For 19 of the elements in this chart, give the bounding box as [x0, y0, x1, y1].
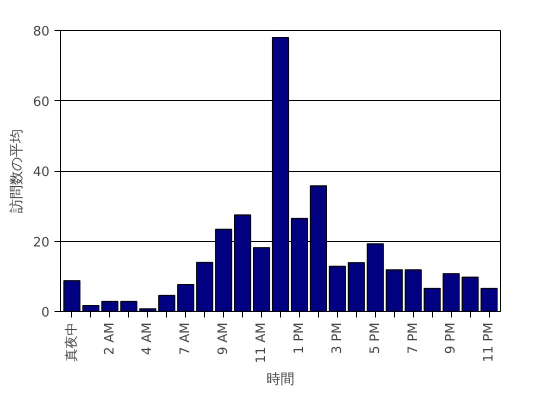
- x-tick-label: 9 PM: [444, 322, 459, 354]
- x-tick-label: 11 AM: [254, 322, 270, 364]
- x-axis-title: 時間: [266, 371, 294, 388]
- x-tick-label: 4 AM: [140, 322, 156, 356]
- x-tick-label: 11 PM: [482, 322, 497, 362]
- x-tick-label: 2 AM: [102, 322, 118, 356]
- x-tick-label: 9 AM: [216, 322, 232, 356]
- y-tick-label: 40: [32, 165, 50, 180]
- x-tick-label: 1 PM: [292, 322, 307, 354]
- y-tick-label: 0: [41, 306, 50, 320]
- y-tick-label: 80: [32, 24, 50, 40]
- x-tick-label: 5 PM: [368, 322, 383, 354]
- x-tick-label: 7 AM: [178, 322, 194, 356]
- y-tick-label: 60: [32, 94, 50, 110]
- x-tick-label: 真夜中: [63, 322, 80, 362]
- x-tick-label: 3 PM: [330, 322, 345, 354]
- y-axis-title: 訪問数の平均: [8, 129, 25, 213]
- x-tick-label: 7 PM: [406, 322, 421, 354]
- y-tick-label: 20: [32, 235, 50, 250]
